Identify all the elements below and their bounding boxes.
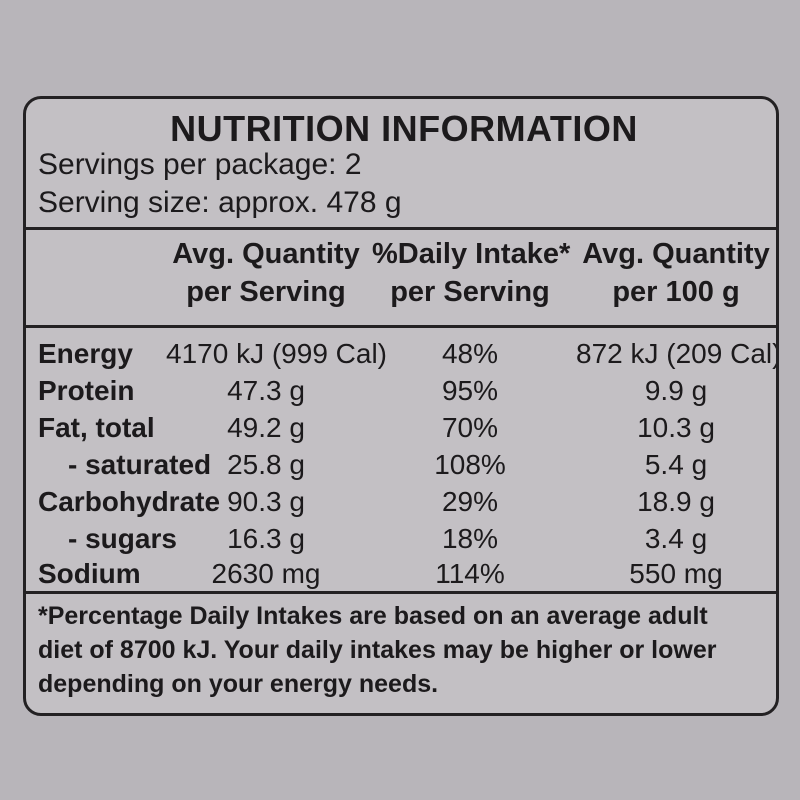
per-serving-value: 16.3 g bbox=[227, 523, 305, 554]
divider-top bbox=[26, 227, 776, 230]
per-serving-value: 47.3 g bbox=[227, 375, 305, 406]
panel-title: NUTRITION INFORMATION bbox=[170, 108, 638, 149]
daily-intake-value: 70% bbox=[441, 412, 499, 443]
column-header-line: %Daily Intake* bbox=[372, 238, 571, 270]
nutrient-label: Sodium bbox=[38, 558, 141, 589]
daily-intake-value: 29% bbox=[441, 486, 499, 517]
per-serving-value: 90.3 g bbox=[227, 486, 305, 517]
per-100g-value: 9.9 g bbox=[644, 375, 708, 406]
daily-intake-value: 18% bbox=[441, 523, 499, 554]
servings-per-package: Servings per package: 2 bbox=[38, 148, 362, 181]
per-serving-value: 2630 mg bbox=[211, 558, 321, 589]
column-header-line: per 100 g bbox=[612, 276, 740, 308]
nutrient-label: Fat, total bbox=[38, 412, 155, 443]
nutrition-panel: NUTRITION INFORMATION Servings per packa… bbox=[23, 96, 779, 716]
nutrient-label: - sugars bbox=[68, 523, 177, 554]
per-100g-value: 550 mg bbox=[629, 558, 723, 589]
nutrient-row-energy: Energy 4170 kJ (999 Cal) 48% 872 kJ (209… bbox=[26, 335, 779, 372]
column-header-line: per Serving bbox=[390, 276, 550, 308]
serving-size: Serving size: approx. 478 g bbox=[38, 186, 402, 219]
column-header-line: Avg. Quantity bbox=[172, 238, 360, 270]
per-100g-value: 5.4 g bbox=[644, 449, 708, 480]
column-header-per-100g: Avg. Quantity per 100 g bbox=[576, 235, 776, 311]
daily-intake-footnote: *Percentage Daily Intakes are based on a… bbox=[38, 599, 773, 701]
nutrient-row-carbohydrate: Carbohydrate 90.3 g 29% 18.9 g bbox=[26, 483, 776, 520]
daily-intake-value: 114% bbox=[435, 558, 505, 589]
footnote-line: diet of 8700 kJ. Your daily intakes may … bbox=[38, 636, 717, 664]
nutrient-label: Protein bbox=[38, 375, 135, 406]
per-100g-value: 18.9 g bbox=[637, 486, 715, 517]
daily-intake-value: 95% bbox=[441, 375, 499, 406]
nutrient-row-saturated: - saturated 25.8 g 108% 5.4 g bbox=[26, 446, 776, 483]
daily-intake-value: 108% bbox=[434, 449, 506, 480]
per-serving-value: 4170 kJ (999 Cal) bbox=[166, 338, 388, 369]
nutrient-label: Carbohydrate bbox=[38, 486, 221, 517]
daily-intake-value: 48% bbox=[441, 338, 499, 369]
per-100g-value: 872 kJ (209 Cal) bbox=[576, 338, 779, 369]
nutrient-row-sodium: Sodium 2630 mg 114% 550 mg bbox=[26, 555, 776, 592]
divider-header bbox=[26, 325, 776, 328]
nutrient-label: - saturated bbox=[68, 449, 212, 480]
per-100g-value: 3.4 g bbox=[644, 523, 708, 554]
column-header-line: Avg. Quantity bbox=[582, 238, 770, 270]
per-serving-value: 25.8 g bbox=[227, 449, 305, 480]
nutrient-row-fat-total: Fat, total 49.2 g 70% 10.3 g bbox=[26, 409, 776, 446]
per-serving-value: 49.2 g bbox=[227, 412, 305, 443]
nutrient-label: Energy bbox=[38, 338, 133, 369]
nutrient-row-sugars: - sugars 16.3 g 18% 3.4 g bbox=[26, 520, 776, 557]
column-header-daily-intake: %Daily Intake* per Serving bbox=[372, 235, 571, 311]
nutrient-row-protein: Protein 47.3 g 95% 9.9 g bbox=[26, 372, 776, 409]
per-100g-value: 10.3 g bbox=[637, 412, 715, 443]
column-header-line: per Serving bbox=[186, 276, 346, 308]
footnote-line: *Percentage Daily Intakes are based on a… bbox=[38, 602, 708, 630]
footnote-line: depending on your energy needs. bbox=[38, 670, 439, 698]
divider-footnote bbox=[26, 591, 776, 594]
column-header-per-serving: Avg. Quantity per Serving bbox=[166, 235, 366, 311]
